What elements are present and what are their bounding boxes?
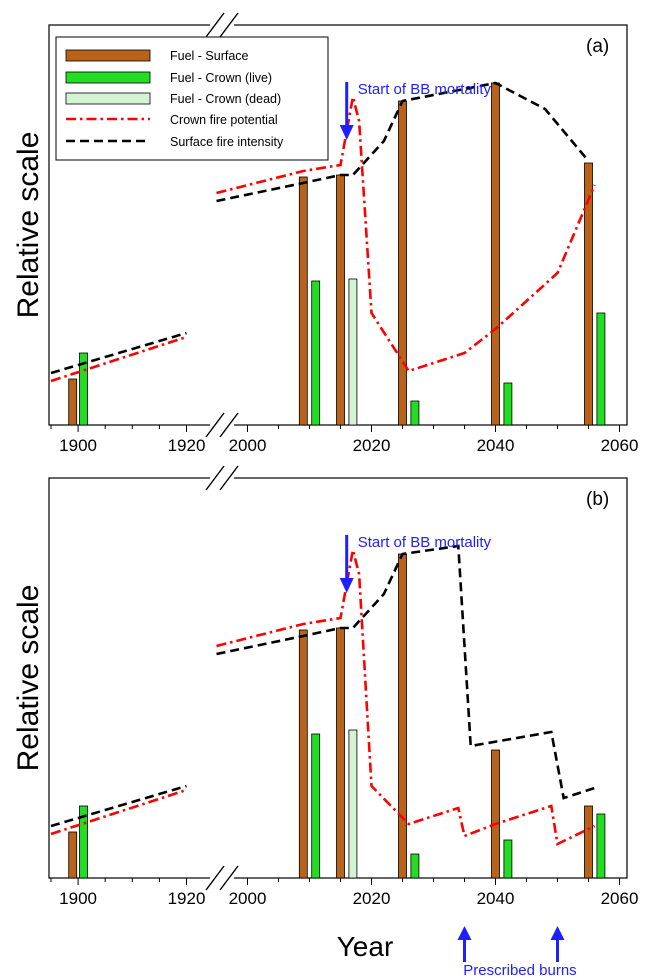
legend-swatch-fuel-surface: [65, 49, 151, 62]
panel-b: 1900 1920 2000 2020 2040 2060 (b) Relative sc…: [12, 465, 639, 978]
panel-b-label: (b): [586, 489, 609, 510]
x-tick-label-2020: 2020: [353, 436, 391, 455]
panel-a: 1900 1920 2000 2020 2040 2060 (a) Relative sc…: [12, 12, 639, 455]
axis-break-gap-bottom: [210, 876, 234, 880]
legend: Fuel - Surface Fuel - Crown (live) Fuel …: [55, 36, 329, 161]
bar-fuel-crown-dead-2017: [348, 278, 358, 426]
legend-label-fuel-surface: Fuel - Surface: [170, 49, 249, 63]
bar-fuel-surface-2025: [398, 553, 407, 879]
bar-fuel-surface-1899: [68, 378, 78, 426]
legend-swatch-fuel-crown-dead: [65, 92, 151, 105]
bar-fuel-surface-2040: [491, 749, 500, 879]
panel-b-series: [50, 544, 606, 879]
legend-label-crown-fire: Crown fire potential: [170, 113, 278, 127]
line-crown-fire-segment-1: [50, 788, 187, 836]
bar-fuel-crown-live-2042: [503, 839, 513, 879]
axis-break-mark-bottom-1: [205, 412, 225, 438]
bar-fuel-surface-2015: [336, 174, 345, 426]
bar-fuel-surface-2009: [298, 176, 308, 426]
axis-break-mark-top-2: [219, 465, 239, 491]
line-surface-fire-segment-1: [50, 784, 187, 828]
panel-a-label: (a): [586, 36, 609, 57]
x-tick-label-2000: 2000: [229, 889, 267, 908]
bar-fuel-crown-live-2057: [596, 312, 606, 426]
bar-fuel-surface-2055: [584, 805, 593, 879]
mortality-arrow-head: [339, 578, 354, 593]
x-axis-label: Year: [337, 931, 394, 962]
x-tick-label-1920: 1920: [168, 889, 206, 908]
prescribed-burns-annotation: Prescribed burns: [457, 926, 577, 978]
x-tick-label-2020: 2020: [353, 889, 391, 908]
bar-fuel-crown-live-2027: [410, 853, 420, 879]
axis-break-gap-bottom: [210, 423, 234, 427]
axis-break-gap-top: [210, 24, 234, 27]
line-crown-fire-segment-2: [216, 549, 596, 846]
axis-break-gap-top: [210, 477, 234, 480]
bar-fuel-crown-dead-2017: [348, 729, 358, 879]
axis-break-mark-top-1: [205, 465, 225, 491]
bar-fuel-surface-2040: [491, 82, 500, 426]
mortality-arrow-head: [339, 125, 354, 140]
bar-fuel-surface-2025: [398, 100, 407, 426]
mortality-annotation-label: Start of BB mortality: [358, 81, 492, 98]
line-crown-fire-segment-2: [216, 96, 596, 373]
axis-break-mark-bottom-2: [219, 865, 239, 891]
bar-fuel-crown-live-2057: [596, 813, 606, 879]
bar-fuel-surface-1899: [68, 831, 78, 879]
x-tick-label-2060: 2060: [601, 889, 639, 908]
x-tick-label-2040: 2040: [477, 436, 515, 455]
panel-b-y-axis-label: Relative scale: [12, 585, 45, 772]
bar-fuel-crown-live-2011: [311, 733, 321, 879]
x-tick-label-1900: 1900: [59, 889, 97, 908]
legend-label-surface-fire: Surface fire intensity: [170, 135, 284, 149]
line-surface-fire-segment-2: [216, 81, 590, 203]
x-tick-label-1920: 1920: [168, 436, 206, 455]
line-crown-fire-segment-1: [50, 335, 187, 383]
panel-b-x-axis: 1900 1920 2000 2020 2040 2060: [50, 465, 639, 908]
x-tick-label-2060: 2060: [601, 436, 639, 455]
bar-fuel-crown-live-2027: [410, 400, 420, 426]
bar-fuel-crown-live-1901: [79, 805, 88, 879]
panel-a-x-axis: 1900 1920 2000 2020 2040 2060: [50, 12, 639, 455]
bar-fuel-surface-2009: [298, 629, 308, 879]
bar-fuel-surface-2015: [336, 627, 345, 879]
prescribed-burns-label: Prescribed burns: [463, 962, 576, 978]
axis-break-mark-bottom-1: [205, 865, 225, 891]
panel-a-mortality-annotation: Start of BB mortality: [339, 81, 492, 140]
panel-a-y-axis-label: Relative scale: [12, 132, 45, 319]
line-surface-fire-segment-1: [50, 331, 187, 375]
bar-fuel-crown-live-2011: [311, 280, 321, 426]
x-tick-label-1900: 1900: [59, 436, 97, 455]
burn-arrow-head-2035: [457, 926, 472, 940]
legend-label-fuel-crown-dead: Fuel - Crown (dead): [170, 92, 281, 106]
legend-label-fuel-crown-live: Fuel - Crown (live): [170, 71, 272, 85]
legend-swatch-fuel-crown-live: [65, 71, 151, 84]
bar-fuel-crown-live-1901: [79, 352, 88, 426]
axis-break-mark-top-2: [219, 12, 239, 38]
mortality-annotation-label: Start of BB mortality: [358, 534, 492, 551]
x-tick-label-2040: 2040: [477, 889, 515, 908]
axis-break-mark-bottom-2: [219, 412, 239, 438]
bar-fuel-crown-live-2042: [503, 382, 513, 426]
line-surface-fire-segment-2: [216, 544, 596, 800]
x-tick-label-2000: 2000: [229, 436, 267, 455]
axis-break-mark-top-1: [205, 12, 225, 38]
panel-b-mortality-annotation: Start of BB mortality: [339, 534, 492, 593]
burn-arrow-head-2050: [550, 926, 565, 940]
